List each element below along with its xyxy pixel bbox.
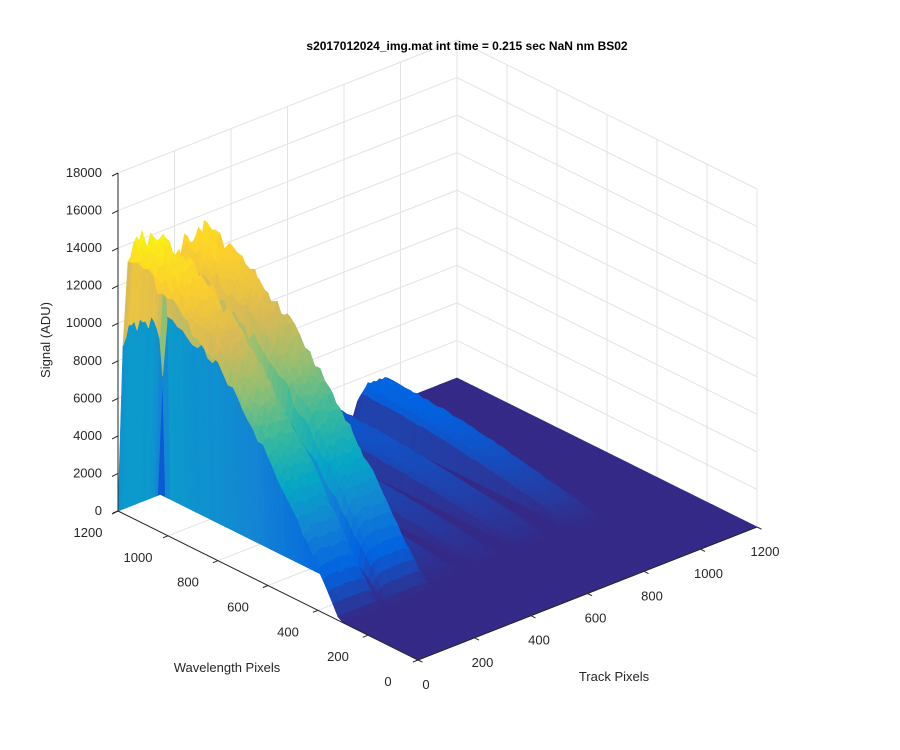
grid-line bbox=[456, 39, 758, 190]
grid-line bbox=[117, 39, 458, 174]
grid-line bbox=[456, 339, 758, 490]
grid-line bbox=[117, 77, 458, 212]
grid-line bbox=[456, 152, 758, 303]
surface-mesh bbox=[117, 219, 758, 661]
grid-line bbox=[456, 264, 758, 415]
grid-line bbox=[456, 302, 758, 453]
grid-line bbox=[117, 114, 458, 249]
grid-line bbox=[456, 114, 758, 265]
grid-line bbox=[456, 227, 758, 378]
grid-line bbox=[456, 77, 758, 228]
grid-line bbox=[456, 189, 758, 340]
